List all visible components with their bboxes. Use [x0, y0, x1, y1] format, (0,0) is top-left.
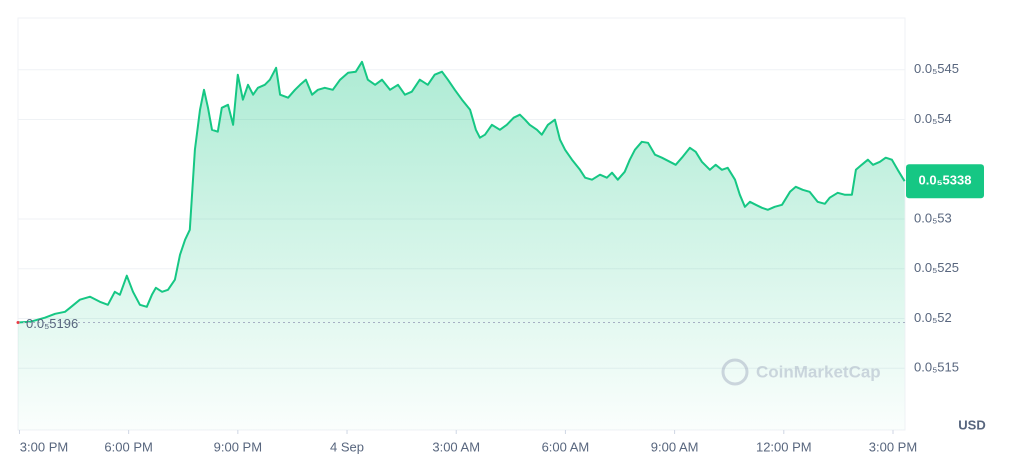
currency: USD — [958, 417, 985, 432]
watermark-text: CoinMarketCap — [756, 362, 881, 381]
x-tick-label: 9:00 AM — [651, 439, 699, 454]
last-price-label: 0.0₅5338 — [919, 173, 972, 188]
open-price-label: 0.0₅5196 — [26, 316, 78, 331]
watermark: CoinMarketCap — [721, 358, 881, 386]
area — [18, 61, 905, 431]
y-tick-label: 0.0₅515 — [914, 360, 959, 375]
watermark-logo — [721, 358, 749, 386]
y-tick-label: 0.0₅52 — [914, 310, 952, 325]
y-tick-label: 0.0₅53 — [914, 210, 952, 225]
x-tick-label: 12:00 PM — [756, 439, 812, 454]
open-price-dot — [16, 321, 20, 325]
marks — [16, 60, 906, 431]
x-tick-label: 9:00 PM — [214, 439, 262, 454]
x-tick-label: 3:00 PM — [20, 439, 68, 454]
y-tick-label: 0.0₅545 — [914, 61, 959, 76]
x-tick-label: 4 Sep — [330, 439, 364, 454]
y-tick-label: 0.0₅54 — [914, 111, 952, 126]
y-tick-label: 0.0₅525 — [914, 260, 959, 275]
x-tick-label: 3:00 PM — [869, 439, 917, 454]
x-tick-label: 6:00 AM — [542, 439, 590, 454]
x-tick-label: 6:00 PM — [104, 439, 152, 454]
x-tick-label: 3:00 AM — [432, 439, 480, 454]
last-price-badge — [906, 164, 984, 199]
labels: 0.0₅545 0.0₅54 0.0₅53 0.0₅525 0.0₅52 0.0₅515 3… — [18, 61, 984, 454]
price-line — [17, 60, 906, 324]
